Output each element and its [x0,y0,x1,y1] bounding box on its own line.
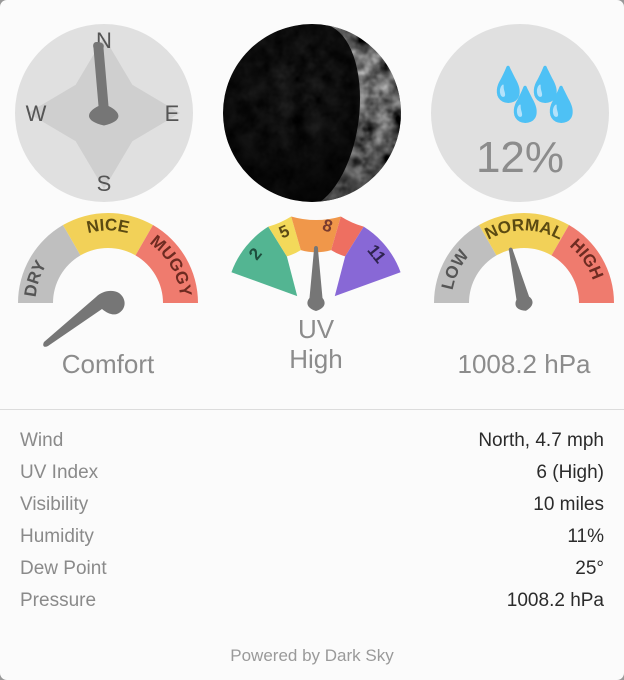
svg-text:High: High [289,344,342,374]
svg-text:S: S [97,171,112,196]
svg-text:NICE: NICE [85,215,131,237]
svg-text:UV: UV [298,314,335,344]
svg-text:1008.2 hPa: 1008.2 hPa [457,349,591,379]
svg-text:W: W [26,101,47,126]
svg-text:E: E [165,101,180,126]
svg-text:Comfort: Comfort [62,349,155,379]
